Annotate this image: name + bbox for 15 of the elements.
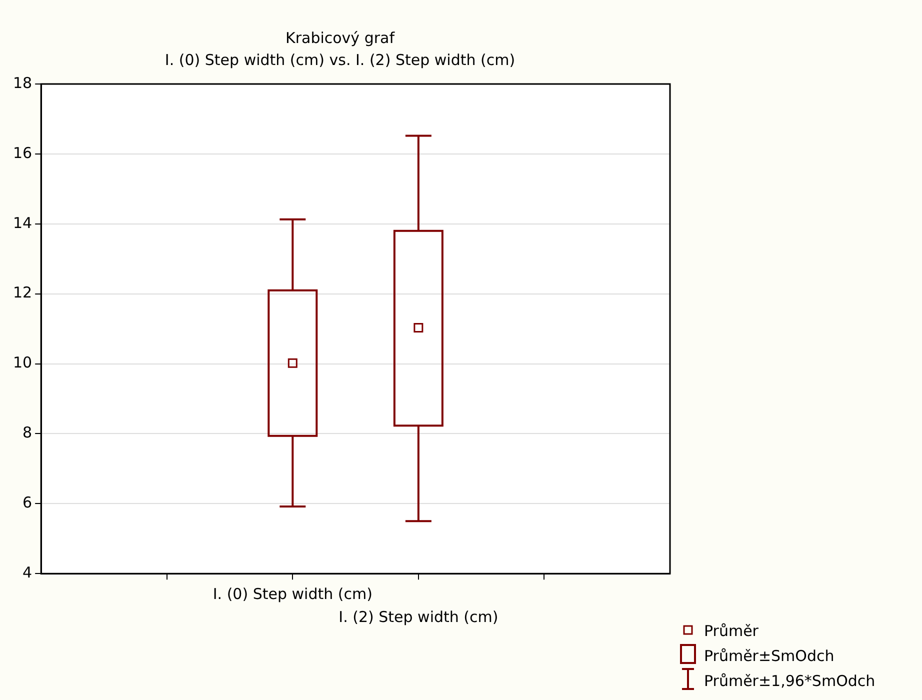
x-tick-label: I. (0) Step width (cm): [212, 584, 372, 603]
chart-title: Krabicový graf: [286, 28, 396, 47]
text: Průměr±1,96*SmOdch: [704, 672, 876, 690]
y-tick-label: 16: [12, 144, 32, 162]
y-tick-label: 12: [12, 284, 32, 302]
y-tick-label: 14: [12, 214, 32, 232]
text: Průměr±SmOdch: [704, 646, 834, 664]
y-tick-label: 18: [12, 74, 32, 92]
x-tick-label: I. (2) Step width (cm): [338, 608, 498, 626]
chart-subtitle: I. (0) Step width (cm) vs. I. (2) Step width (cm): [164, 50, 516, 69]
text: Průměr: [704, 622, 758, 640]
y-tick-label: 4: [22, 563, 32, 582]
y-tick-label: 8: [22, 424, 32, 442]
y-tick-label: 6: [22, 494, 32, 512]
y-tick-label: 10: [12, 354, 32, 372]
